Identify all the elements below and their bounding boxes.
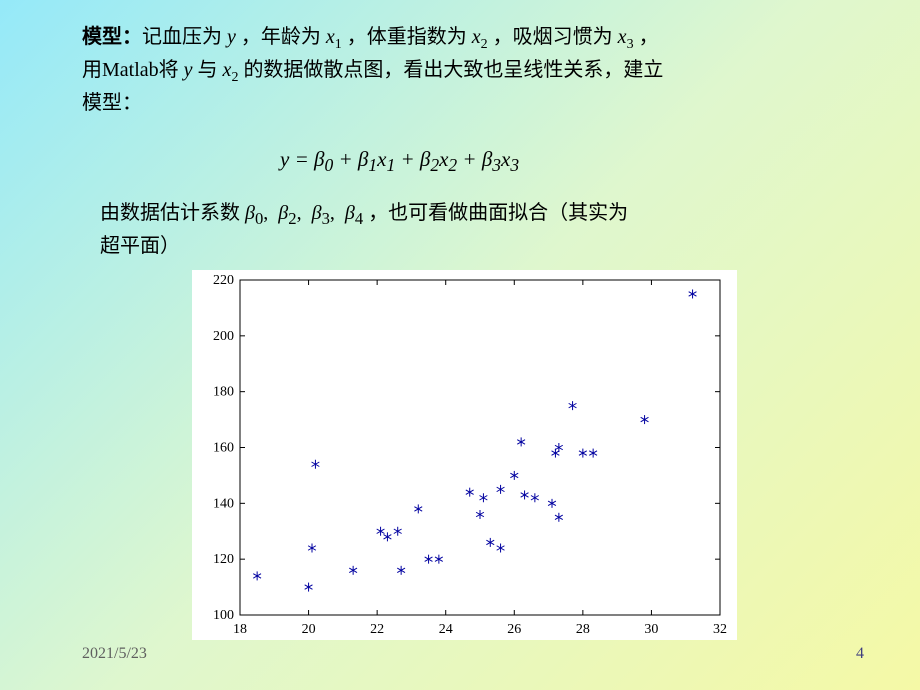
svg-text:140: 140 xyxy=(213,496,234,511)
svg-text:30: 30 xyxy=(644,622,658,637)
svg-text:20: 20 xyxy=(302,622,316,637)
equation: y = β0 + β1x1 + β2x2 + β3x3 xyxy=(280,144,680,178)
slide: 模型：记血压为 y ，年龄为 x1 ，体重指数为 x2 ，吸烟习惯为 x3 ，用… xyxy=(0,0,920,690)
svg-text:220: 220 xyxy=(213,273,234,288)
page-number: 4 xyxy=(856,642,864,666)
svg-text:32: 32 xyxy=(713,622,727,637)
svg-text:160: 160 xyxy=(213,441,234,456)
svg-text:24: 24 xyxy=(439,622,453,637)
svg-text:100: 100 xyxy=(213,608,234,623)
footer-date: 2021/5/23 xyxy=(82,642,147,666)
svg-text:120: 120 xyxy=(213,552,234,567)
svg-text:22: 22 xyxy=(370,622,384,637)
scatter-chart: 18 20 22 24 26 28 30 32 100 120 140 160 180 200 220 xyxy=(192,270,737,640)
scatter-svg: 18 20 22 24 26 28 30 32 100 120 140 160 180 200 220 xyxy=(192,270,737,640)
svg-text:18: 18 xyxy=(233,622,247,637)
coefficient-text: 由数据估计系数 β0, β2, β3, β4 ，也可看做曲面拟合（其实为超平面） xyxy=(100,198,860,261)
svg-text:200: 200 xyxy=(213,329,234,344)
svg-text:26: 26 xyxy=(507,622,521,637)
svg-text:180: 180 xyxy=(213,385,234,400)
main-text: 模型：记血压为 y ，年龄为 x1 ，体重指数为 x2 ，吸烟习惯为 x3 ，用… xyxy=(82,22,862,118)
svg-text:28: 28 xyxy=(576,622,590,637)
